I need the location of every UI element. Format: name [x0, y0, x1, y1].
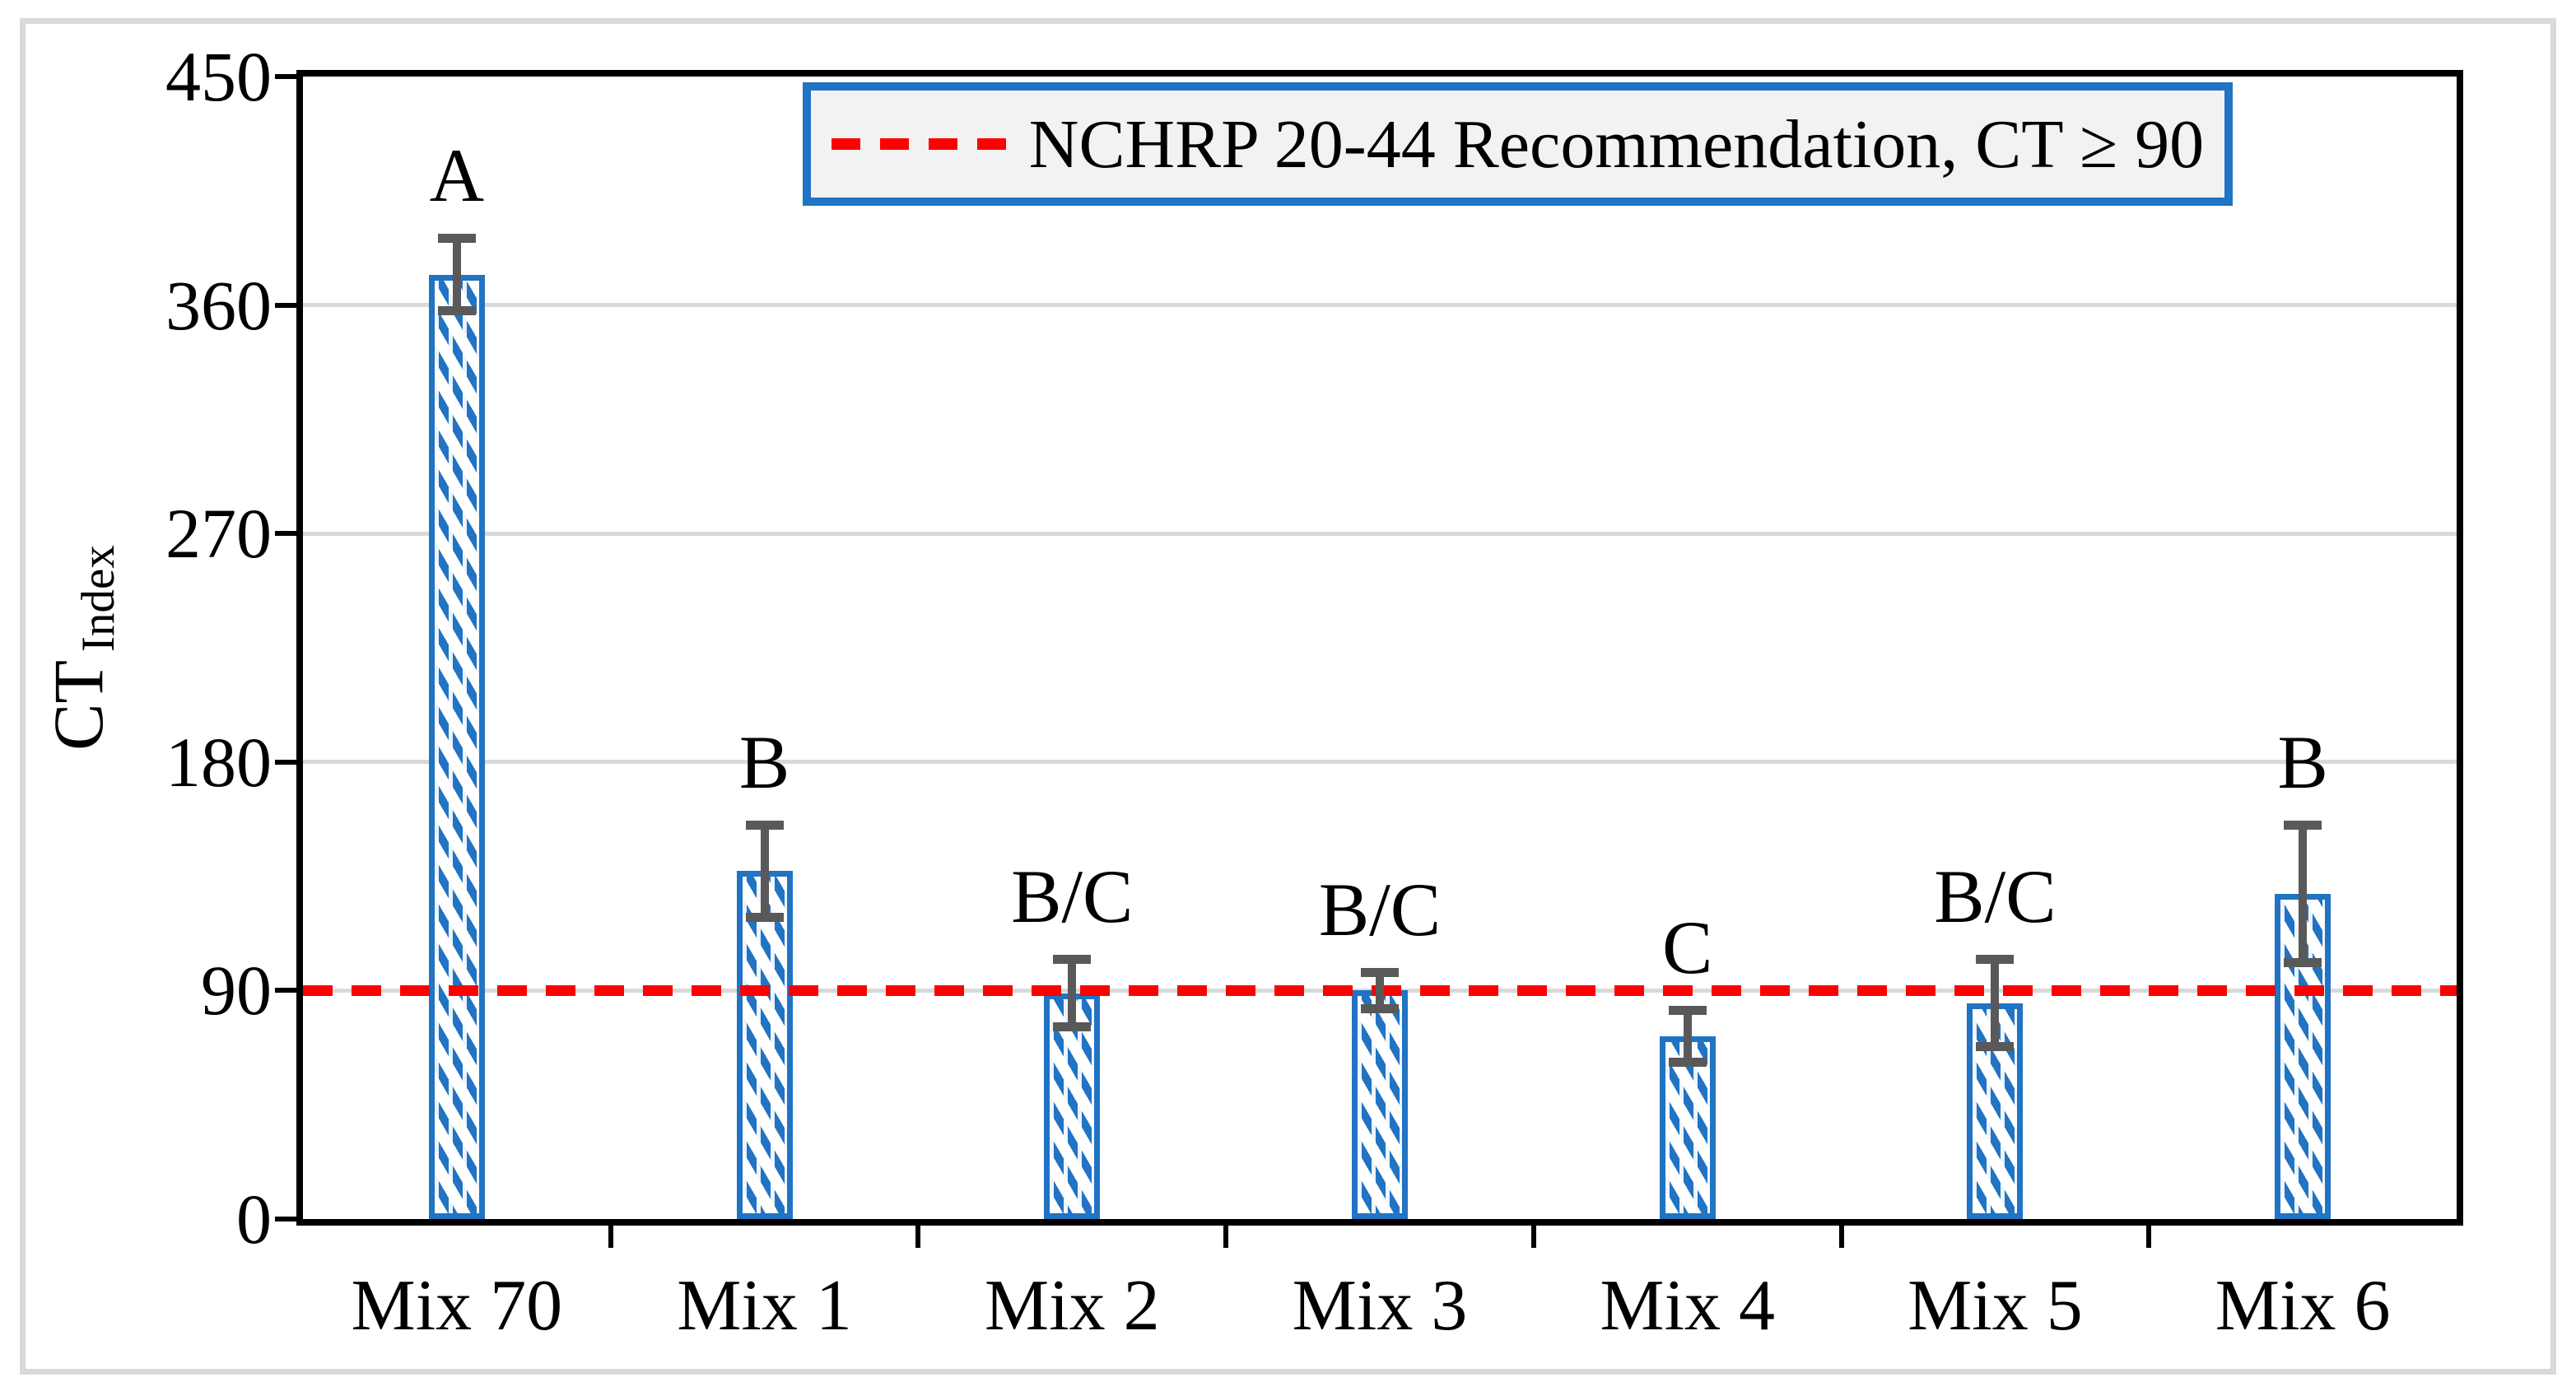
error-bar-cap-top: [745, 820, 784, 830]
gridline-y-270: [303, 531, 2457, 536]
y-tick-label: 270: [165, 494, 272, 574]
y-axis-tick-450: [275, 74, 296, 79]
bar-mix-70: [428, 274, 485, 1219]
y-tick-label: 0: [236, 1180, 272, 1259]
error-bar-cap-bottom: [745, 912, 784, 922]
y-axis-title: CTIndex: [25, 413, 132, 882]
error-bar-cap-top: [1361, 967, 1399, 977]
error-bar-stem: [2299, 825, 2308, 963]
x-tick-label: Mix 4: [1600, 1266, 1776, 1346]
error-bar-cap-top: [437, 234, 476, 244]
error-bar-cap-bottom: [1053, 1021, 1092, 1031]
x-axis-tick-1: [608, 1226, 613, 1248]
significance-letter: B/C: [1934, 854, 2057, 939]
significance-letter: B: [2277, 719, 2328, 804]
y-axis-tick-180: [275, 759, 296, 765]
y-axis-tick-270: [275, 531, 296, 537]
error-bar-stem: [452, 239, 461, 310]
y-axis-tick-360: [275, 302, 296, 308]
y-tick-label: 180: [165, 722, 272, 802]
bar-mix-1: [736, 871, 793, 1219]
x-tick-label: Mix 70: [351, 1266, 563, 1346]
y-axis-tick-0: [275, 1217, 296, 1222]
x-axis-tick-3: [1223, 1226, 1229, 1248]
plot-area: A B B/C B/C C B/C B: [296, 70, 2463, 1226]
legend-dashed-line-sample: [831, 138, 1006, 150]
significance-letter: B: [738, 719, 790, 804]
error-bar-cap-top: [1668, 1006, 1707, 1016]
error-bar-cap-bottom: [1976, 1042, 2015, 1052]
y-tick-label: 90: [201, 951, 272, 1031]
gridline-y-360: [303, 303, 2457, 308]
x-tick-label: Mix 5: [1908, 1266, 2083, 1346]
x-axis-tick-5: [1838, 1226, 1844, 1248]
x-axis-tick-6: [2146, 1226, 2152, 1248]
error-bar-stem: [760, 825, 769, 917]
error-bar-cap-top: [1053, 955, 1092, 965]
gridline-y-180: [303, 760, 2457, 765]
bar-mix-4: [1659, 1035, 1716, 1219]
bar-mix-2: [1044, 993, 1101, 1219]
error-bar-cap-bottom: [1361, 1004, 1399, 1013]
x-tick-label: Mix 1: [677, 1266, 852, 1346]
error-bar-stem: [1991, 960, 2000, 1047]
x-tick-label: Mix 2: [984, 1266, 1160, 1346]
error-bar-cap-top: [1976, 955, 2015, 965]
legend: NCHRP 20-44 Recommendation, CT ≥ 90: [803, 82, 2233, 206]
y-tick-label: 360: [165, 265, 272, 345]
significance-letter: A: [429, 133, 485, 218]
y-axis-tick-90: [275, 988, 296, 993]
error-bar-stem: [1376, 972, 1384, 1008]
x-axis-tick-2: [915, 1226, 921, 1248]
error-bar-cap-bottom: [1668, 1057, 1707, 1067]
x-tick-label: Mix 3: [1292, 1266, 1468, 1346]
y-tick-label: 450: [165, 37, 272, 116]
error-bar-stem: [1068, 960, 1077, 1026]
legend-label: NCHRP 20-44 Recommendation, CT ≥ 90: [1028, 105, 2205, 183]
error-bar-stem: [1683, 1011, 1692, 1062]
bar-mix-3: [1352, 990, 1408, 1219]
significance-letter: B/C: [1011, 854, 1134, 939]
x-axis-tick-4: [1530, 1226, 1536, 1248]
error-bar-cap-bottom: [2284, 958, 2322, 968]
x-tick-label: Mix 6: [2215, 1266, 2391, 1346]
error-bar-cap-bottom: [437, 305, 476, 315]
error-bar-cap-top: [2284, 820, 2322, 830]
significance-letter: C: [1662, 905, 1713, 990]
significance-letter: B/C: [1318, 867, 1442, 952]
